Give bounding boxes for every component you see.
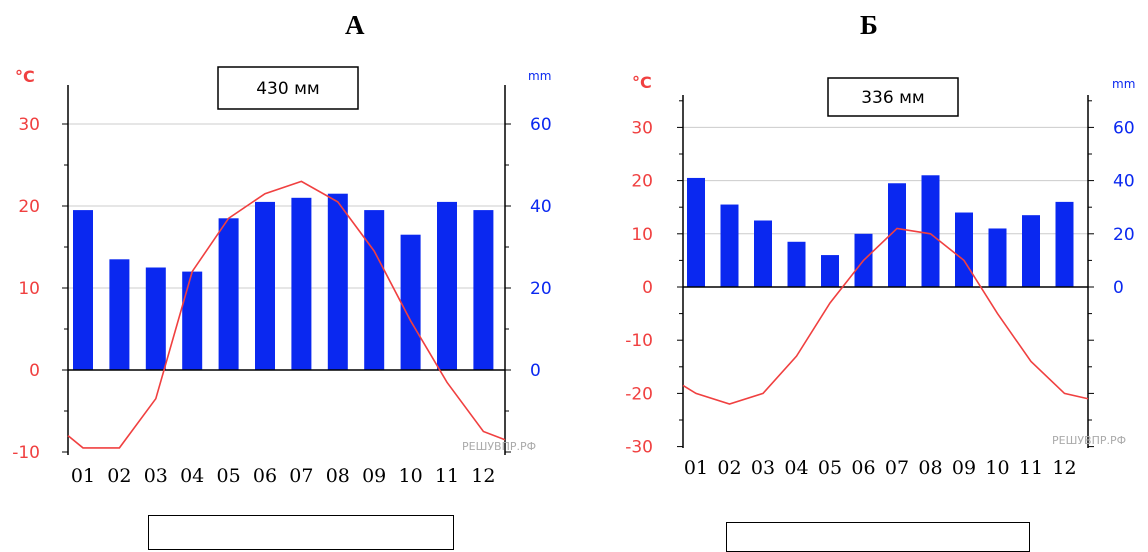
precip-bar-a-01 bbox=[73, 210, 93, 370]
precip-bar-a-11 bbox=[437, 201, 457, 370]
precip-tick-label-a: 20 bbox=[530, 279, 552, 299]
temp-tick-label-b: -10 bbox=[625, 331, 653, 351]
month-label-b-05: 05 bbox=[818, 457, 842, 479]
month-label-a-10: 10 bbox=[399, 465, 423, 487]
total-precip-label-b: 336 мм bbox=[861, 88, 925, 108]
precip-bar-a-06 bbox=[255, 201, 275, 370]
month-label-a-11: 11 bbox=[435, 465, 459, 487]
temp-tick-label-b: -20 bbox=[625, 384, 653, 404]
temp-tick-label-b: 10 bbox=[631, 225, 653, 245]
precip-tick-label-b: 40 bbox=[1113, 172, 1135, 192]
panel-letter-b: Б bbox=[860, 10, 878, 40]
precip-tick-label-a: 40 bbox=[530, 197, 552, 217]
precip-bar-a-08 bbox=[327, 193, 348, 370]
precip-tick-label-b: 20 bbox=[1113, 225, 1135, 245]
month-label-b-09: 09 bbox=[952, 457, 976, 479]
temp-tick-label-a: 10 bbox=[18, 279, 40, 299]
month-label-b-06: 06 bbox=[851, 457, 875, 479]
month-label-a-09: 09 bbox=[362, 465, 386, 487]
month-label-b-10: 10 bbox=[985, 457, 1009, 479]
month-label-b-12: 12 bbox=[1052, 457, 1076, 479]
precip-bar-b-12 bbox=[1055, 201, 1074, 287]
month-label-a-02: 02 bbox=[107, 465, 131, 487]
answer-box-a[interactable] bbox=[148, 515, 454, 550]
precip-bar-a-12 bbox=[473, 210, 494, 370]
temperature-line-b bbox=[682, 227, 1089, 405]
precip-bar-b-07 bbox=[888, 183, 906, 287]
precip-bar-a-10 bbox=[400, 234, 421, 370]
month-label-b-11: 11 bbox=[1019, 457, 1043, 479]
answer-box-b[interactable] bbox=[726, 522, 1030, 552]
total-box-a bbox=[217, 66, 359, 110]
month-label-b-01: 01 bbox=[684, 457, 708, 479]
precip-bar-b-08 bbox=[921, 175, 940, 287]
month-label-b-02: 02 bbox=[717, 457, 741, 479]
temp-tick-label-b: 30 bbox=[631, 118, 653, 138]
precip-tick-label-a: 60 bbox=[530, 115, 552, 135]
watermark-a: РЕШУВПР.РФ bbox=[462, 440, 536, 453]
precip-bar-a-04 bbox=[182, 271, 203, 370]
month-label-b-03: 03 bbox=[751, 457, 775, 479]
precip-bar-b-09 bbox=[955, 212, 973, 287]
month-label-b-04: 04 bbox=[784, 457, 808, 479]
month-label-a-03: 03 bbox=[144, 465, 168, 487]
precip-bar-b-02 bbox=[720, 204, 739, 287]
precip-bar-a-09 bbox=[364, 210, 385, 370]
precip-unit-label-b: mm bbox=[1112, 77, 1135, 91]
month-label-a-08: 08 bbox=[326, 465, 350, 487]
total-box-b bbox=[827, 77, 959, 117]
month-label-a-07: 07 bbox=[289, 465, 313, 487]
temp-unit-label-a: °C bbox=[15, 67, 35, 86]
month-label-a-06: 06 bbox=[253, 465, 277, 487]
precip-bar-b-05 bbox=[821, 255, 839, 287]
total-precip-label-a: 430 мм bbox=[256, 79, 320, 99]
panel-letter-a: А bbox=[345, 10, 365, 40]
precip-bar-b-11 bbox=[1022, 215, 1040, 287]
precip-bar-b-04 bbox=[787, 241, 806, 287]
precip-tick-label-b: 0 bbox=[1113, 278, 1124, 298]
watermark-b: РЕШУВПР.РФ bbox=[1052, 434, 1126, 447]
temp-tick-label-a: -10 bbox=[12, 443, 40, 463]
month-label-a-12: 12 bbox=[471, 465, 495, 487]
precip-bar-a-05 bbox=[218, 218, 239, 370]
precip-unit-label-a: mm bbox=[528, 69, 551, 83]
temperature-line-a bbox=[67, 180, 506, 449]
month-label-b-08: 08 bbox=[918, 457, 942, 479]
temp-tick-label-a: 20 bbox=[18, 197, 40, 217]
precip-bar-b-01 bbox=[687, 177, 705, 287]
precip-bar-b-03 bbox=[754, 220, 772, 287]
month-label-a-01: 01 bbox=[71, 465, 95, 487]
temp-tick-label-b: -30 bbox=[625, 438, 653, 458]
precip-bar-a-07 bbox=[291, 197, 312, 370]
temp-tick-label-b: 0 bbox=[642, 278, 653, 298]
temp-tick-label-b: 20 bbox=[631, 172, 653, 192]
temp-unit-label-b: °C bbox=[632, 73, 652, 92]
temp-tick-label-a: 30 bbox=[18, 115, 40, 135]
month-label-a-05: 05 bbox=[217, 465, 241, 487]
month-label-b-07: 07 bbox=[885, 457, 909, 479]
precip-bar-a-02 bbox=[109, 259, 130, 370]
temp-tick-label-a: 0 bbox=[29, 361, 40, 381]
precip-bar-b-10 bbox=[988, 228, 1007, 287]
precip-tick-label-b: 60 bbox=[1113, 118, 1135, 138]
precip-tick-label-a: 0 bbox=[530, 361, 541, 381]
precip-bar-a-03 bbox=[145, 267, 166, 370]
month-label-a-04: 04 bbox=[180, 465, 204, 487]
